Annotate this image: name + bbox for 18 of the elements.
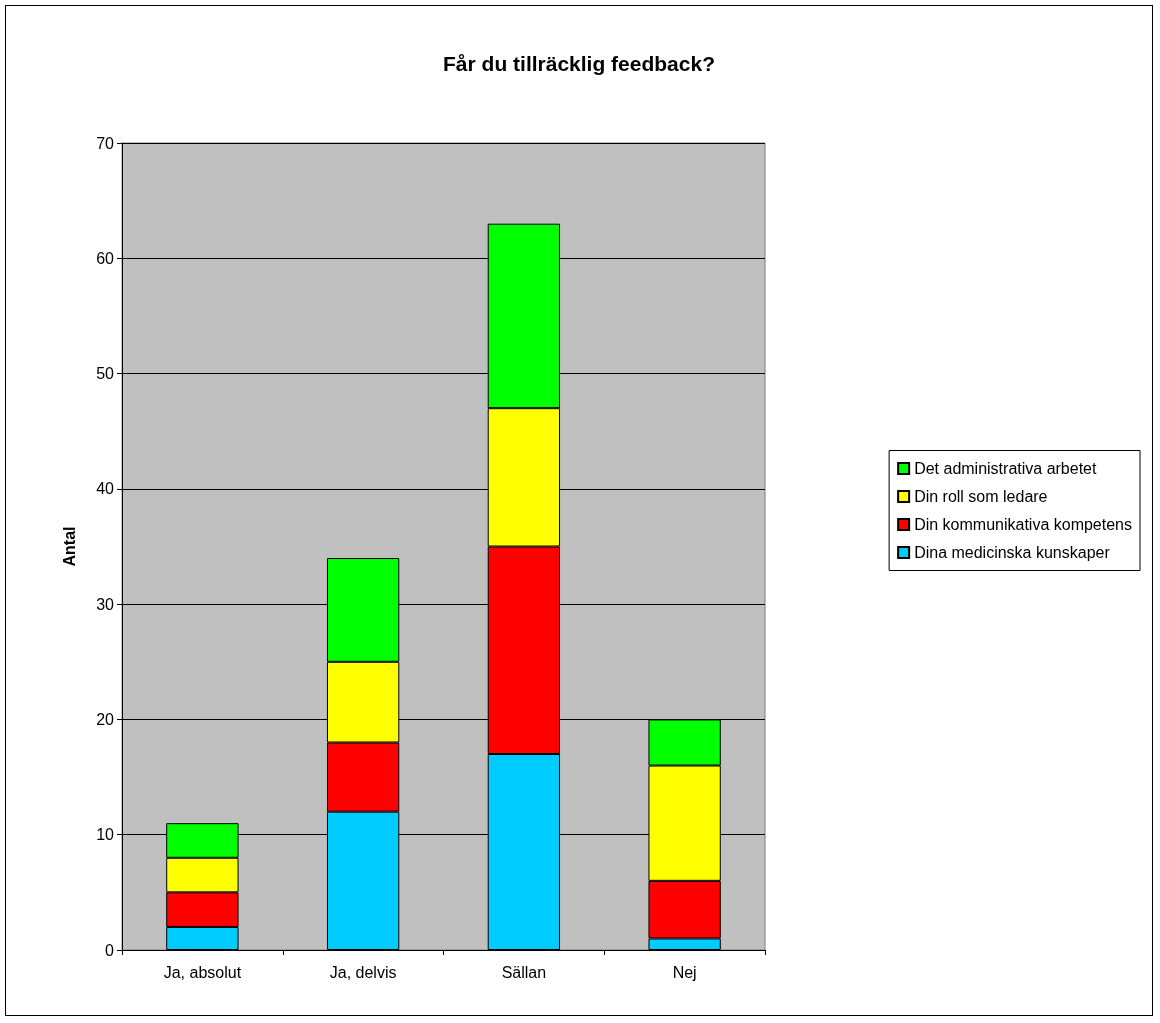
legend-label: Det administrativa arbetet (914, 460, 1097, 477)
legend-label: Din kommunikativa kompetens (914, 516, 1133, 533)
y-tick-label: 0 (105, 941, 115, 959)
legend-label: Dina medicinska kunskaper (914, 544, 1111, 561)
y-axis-title: Antal (60, 526, 78, 567)
x-tick-label: Ja, delvis (329, 963, 397, 981)
y-tick-label: 10 (96, 826, 115, 844)
y-tick-label: 50 (96, 365, 115, 383)
x-tick-label: Sällan (501, 963, 547, 981)
y-tick-label: 20 (96, 710, 115, 728)
chart-title: Får du tillräcklig feedback? (443, 52, 715, 75)
x-tick-label: Ja, absolut (163, 963, 242, 981)
legend-label: Din roll som ledare (914, 488, 1048, 505)
y-tick-label: 40 (96, 480, 115, 498)
y-tick-label: 70 (96, 134, 115, 152)
y-tick-label: 60 (96, 249, 115, 267)
y-tick-label: 30 (96, 595, 115, 613)
x-tick-label: Nej (672, 963, 697, 981)
